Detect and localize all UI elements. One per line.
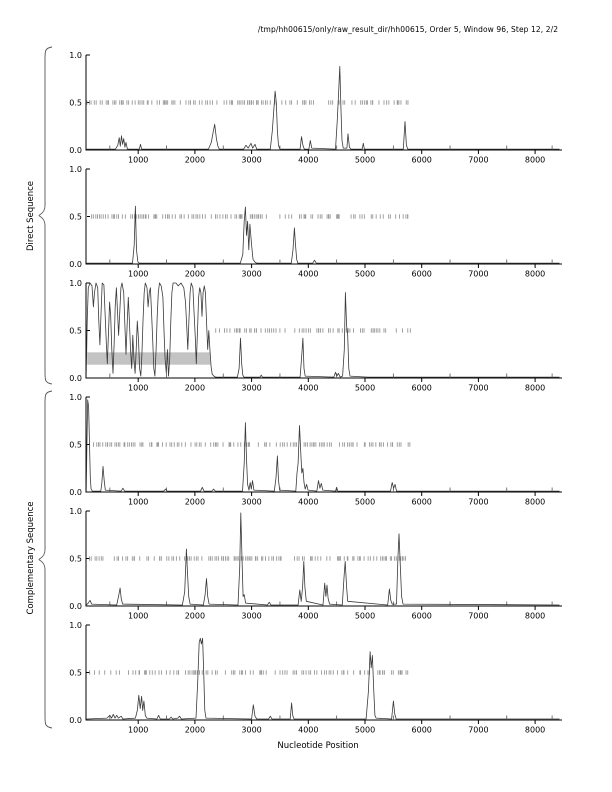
x-tick-label: 7000 — [468, 156, 488, 165]
x-tick-label: 2000 — [185, 612, 205, 621]
x-tick-label: 4000 — [298, 384, 318, 393]
x-tick-label: 4000 — [298, 270, 318, 279]
y-tick-label: 1.0 — [69, 279, 82, 288]
x-tick-label: 3000 — [241, 270, 261, 279]
x-tick-label: 1000 — [128, 156, 148, 165]
x-tick-label: 1000 — [128, 726, 148, 735]
y-tick-label: 0.5 — [69, 212, 82, 221]
panel-direct-frame-3: 0.0 0.5 1.0 1000 2000 3000 4000 5000 6000 7000 800… — [69, 279, 562, 393]
orf-marks-row — [86, 214, 409, 219]
orf-marks-row — [93, 442, 411, 447]
x-tick-label: 7000 — [468, 498, 488, 507]
x-tick-label: 1000 — [128, 612, 148, 621]
x-tick-label: 8000 — [525, 612, 545, 621]
x-tick-label: 3000 — [241, 384, 261, 393]
x-tick-label: 2000 — [185, 384, 205, 393]
x-tick-label: 5000 — [355, 726, 375, 735]
y-tick-label: 0.5 — [69, 554, 82, 563]
y-tick-label: 1.0 — [69, 165, 82, 174]
y-tick-label: 0.5 — [69, 668, 82, 677]
complementary-sequence-brace — [38, 390, 53, 729]
x-tick-label: 8000 — [525, 156, 545, 165]
y-tick-label: 1.0 — [69, 507, 82, 516]
x-tick-label: 5000 — [355, 612, 375, 621]
x-tick-label: 6000 — [412, 612, 432, 621]
panel-complementary-frame-1: 0.0 0.5 1.0 1000 2000 3000 4000 5000 6000 7000 800… — [69, 393, 562, 507]
x-tick-label: 3000 — [241, 156, 261, 165]
x-tick-label: 4000 — [298, 498, 318, 507]
coding-potential-curve — [85, 399, 560, 492]
coding-potential-curve — [86, 637, 560, 720]
panel-direct-frame-1: 0.0 0.5 1.0 1000 2000 3000 4000 5000 6000 7000 800… — [69, 51, 562, 165]
y-tick-label: 0.0 — [69, 260, 82, 269]
y-tick-label: 0.0 — [69, 488, 82, 497]
x-tick-label: 1000 — [128, 384, 148, 393]
panel-complementary-frame-3: 0.0 0.5 1.0 1000 2000 3000 4000 5000 6000 7000 800… — [69, 621, 562, 735]
x-tick-label: 5000 — [355, 156, 375, 165]
orf-marks-row — [89, 556, 407, 561]
axes — [85, 169, 562, 265]
x-tick-label: 8000 — [525, 498, 545, 507]
x-tick-label: 8000 — [525, 726, 545, 735]
x-tick-label: 6000 — [412, 384, 432, 393]
y-tick-label: 0.5 — [69, 98, 82, 107]
coding-potential-curve — [86, 205, 560, 264]
panel-complementary-frame-2: 0.0 0.5 1.0 1000 2000 3000 4000 5000 6000 7000 800… — [69, 507, 562, 621]
x-tick-label: 4000 — [298, 726, 318, 735]
x-tick-label: 8000 — [525, 270, 545, 279]
x-axis-label: Nucleotide Position — [277, 741, 359, 751]
x-tick-label: 7000 — [468, 726, 488, 735]
plot-title: /tmp/hh00615/only/raw_result_dir/hh00615… — [257, 25, 559, 34]
y-tick-label: 0.0 — [69, 602, 82, 611]
y-tick-label: 1.0 — [69, 621, 82, 630]
y-tick-label: 0.5 — [69, 326, 82, 335]
direct-sequence-brace — [38, 46, 53, 385]
coding-potential-curve — [86, 66, 560, 150]
x-tick-label: 3000 — [241, 498, 261, 507]
x-tick-label: 6000 — [412, 498, 432, 507]
x-tick-label: 8000 — [525, 384, 545, 393]
x-tick-label: 1000 — [128, 270, 148, 279]
x-tick-label: 7000 — [468, 270, 488, 279]
y-tick-label: 0.0 — [69, 374, 82, 383]
x-tick-label: 6000 — [412, 156, 432, 165]
x-tick-label: 5000 — [355, 498, 375, 507]
x-tick-label: 1000 — [128, 498, 148, 507]
orf-marks-row — [89, 670, 409, 675]
coding-potential-curve — [85, 282, 560, 378]
y-tick-label: 0.5 — [69, 440, 82, 449]
x-tick-label: 6000 — [412, 726, 432, 735]
panel-direct-frame-2: 0.0 0.5 1.0 1000 2000 3000 4000 5000 6000 7000 800… — [69, 165, 562, 279]
shaded-region — [87, 352, 211, 365]
orf-marks-row — [215, 328, 411, 333]
x-tick-label: 7000 — [468, 384, 488, 393]
x-tick-label: 7000 — [468, 612, 488, 621]
x-tick-label: 4000 — [298, 156, 318, 165]
x-tick-label: 2000 — [185, 156, 205, 165]
orf-marks-row — [86, 100, 409, 105]
x-tick-label: 5000 — [355, 384, 375, 393]
x-tick-label: 5000 — [355, 270, 375, 279]
y-tick-label: 1.0 — [69, 393, 82, 402]
y-tick-label: 0.0 — [69, 146, 82, 155]
x-tick-label: 4000 — [298, 612, 318, 621]
x-tick-label: 3000 — [241, 612, 261, 621]
y-tick-label: 0.0 — [69, 716, 82, 725]
coding-potential-curve — [86, 512, 560, 606]
x-tick-label: 2000 — [185, 498, 205, 507]
x-tick-label: 2000 — [185, 726, 205, 735]
x-tick-label: 3000 — [241, 726, 261, 735]
x-tick-label: 6000 — [412, 270, 432, 279]
x-tick-label: 2000 — [185, 270, 205, 279]
y-tick-label: 1.0 — [69, 51, 82, 60]
